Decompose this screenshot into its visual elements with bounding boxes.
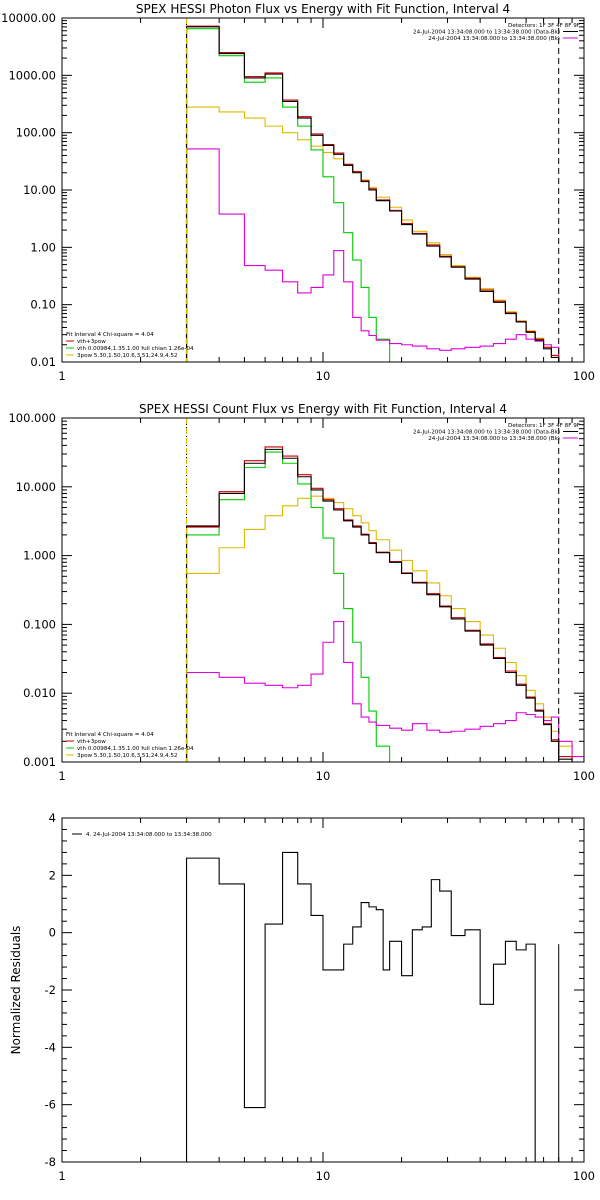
x-tick-label: 1	[58, 1169, 65, 1183]
y-tick-label: 10000.00	[1, 11, 56, 25]
legend-entry: vth 0.00984,1.35,1.00 full chian 1.26e-0…	[77, 346, 194, 352]
x-axis-ticks	[61, 418, 585, 762]
y-tick-label: 0	[49, 926, 56, 940]
y-tick-label: 0.10	[30, 298, 56, 312]
legend-entry: Detectors: 1F 3F 4F 8F 9F	[508, 23, 580, 29]
y-axis-ticks	[62, 420, 584, 763]
y-tick-label: 4	[49, 811, 56, 825]
series-total-line	[185, 446, 573, 762]
series-powerlaw-line	[185, 495, 584, 762]
plot-frame	[61, 417, 585, 763]
legend-entry: vth+3pow	[77, 339, 106, 345]
y-tick-label: -8	[45, 1155, 56, 1169]
series-data-line	[185, 448, 573, 762]
y-tick-label: 100.000	[8, 411, 56, 425]
plot-frame	[61, 817, 585, 1163]
y-axis-label: Normalized Residuals	[9, 926, 23, 1055]
x-tick-label: 10	[316, 1169, 331, 1183]
series-data-line	[185, 26, 560, 362]
y-tick-label: 1.00	[30, 240, 56, 254]
legend-entry: vth+3pow	[77, 739, 106, 745]
series-thermal-line	[185, 451, 391, 762]
y-tick-label: -4	[45, 1040, 56, 1054]
legend-entry: 24-Jul-2004 13:34:08.000 to 13:34:38.000…	[428, 436, 560, 442]
series-background-line	[185, 148, 573, 362]
legend-entry: Fit Interval 4 Chi-square = 4.04	[66, 332, 154, 338]
legend-entry: Fit Interval 4 Chi-square = 4.04	[66, 732, 154, 738]
legend-entry: 3pow 5.30,1.50,10.6,3.51,24.9,4.52	[77, 353, 178, 359]
y-tick-label: 2	[49, 868, 56, 882]
legend-entry: 4. 24-Jul-2004 13:34:08.000 to 13:34:38.…	[86, 832, 212, 838]
y-tick-label: 0.01	[30, 355, 56, 369]
x-tick-label: 10	[316, 769, 331, 783]
legend-entry: 24-Jul-2004 13:34:08.000 to 13:34:38.000…	[428, 36, 560, 42]
chart-title: SPEX HESSI Photon Flux vs Energy with Fi…	[136, 2, 510, 16]
y-tick-label: 0.001	[23, 755, 56, 769]
y-tick-label: 10.00	[23, 183, 56, 197]
legend-entry: vth 0.00984,1.35,1.00 full chian 1.26e-0…	[77, 746, 194, 752]
y-tick-label: 1000.00	[8, 68, 56, 82]
x-tick-label: 1	[58, 769, 65, 783]
y-tick-label: 10.000	[16, 480, 56, 494]
legend-entry: 3pow 5.30,1.50,10.6,3.51,24.9,4.52	[77, 753, 178, 759]
chart-count: SPEX HESSI Count Flux vs Energy with Fit…	[8, 402, 595, 783]
y-tick-label: -6	[45, 1098, 56, 1112]
legend-entry: 24-Jul-2004 13:34:08.000 to 13:34:38.000…	[413, 430, 560, 436]
y-tick-label: 0.100	[23, 617, 56, 631]
y-tick-label: 1.000	[23, 549, 56, 563]
legend-entry: Detectors: 1F 3F 4F 8F 9F	[508, 423, 580, 429]
chart-photon: SPEX HESSI Photon Flux vs Energy with Fi…	[1, 2, 595, 383]
legend-entry: 24-Jul-2004 13:34:08.000 to 13:34:38.000…	[413, 30, 560, 36]
plot-area	[185, 851, 560, 1162]
y-tick-label: 100.00	[16, 126, 56, 140]
plot-frame	[61, 17, 585, 363]
chart-title: SPEX HESSI Count Flux vs Energy with Fit…	[139, 402, 507, 416]
series-data-line	[185, 851, 536, 1162]
x-tick-label: 10	[316, 369, 331, 383]
x-tick-label: 100	[573, 369, 595, 383]
y-tick-label: 0.010	[23, 686, 56, 700]
y-axis-ticks	[62, 817, 584, 1163]
chart-residuals: Normalized Residuals 1 10 100 4 2 0 -2 -4 -6 -8 4. …	[9, 811, 595, 1183]
plot-area	[185, 418, 584, 762]
series-background-line	[185, 621, 584, 762]
x-tick-label: 1	[58, 369, 65, 383]
x-tick-label: 100	[573, 769, 595, 783]
y-tick-label: -2	[45, 983, 56, 997]
x-axis-ticks	[61, 818, 585, 1162]
x-tick-label: 100	[573, 1169, 595, 1183]
plot-area	[185, 18, 573, 362]
series-thermal-line	[185, 28, 391, 362]
